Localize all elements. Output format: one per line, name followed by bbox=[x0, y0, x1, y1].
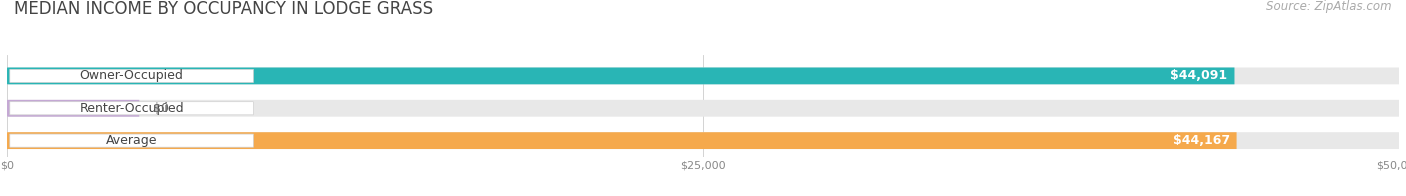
FancyBboxPatch shape bbox=[7, 132, 1237, 149]
FancyBboxPatch shape bbox=[10, 69, 253, 83]
Text: $0: $0 bbox=[153, 102, 169, 115]
FancyBboxPatch shape bbox=[7, 67, 1234, 84]
Text: Source: ZipAtlas.com: Source: ZipAtlas.com bbox=[1267, 0, 1392, 13]
FancyBboxPatch shape bbox=[7, 132, 1399, 149]
FancyBboxPatch shape bbox=[10, 102, 253, 115]
Text: $44,167: $44,167 bbox=[1173, 134, 1230, 147]
FancyBboxPatch shape bbox=[10, 134, 253, 147]
FancyBboxPatch shape bbox=[7, 100, 1399, 117]
Text: MEDIAN INCOME BY OCCUPANCY IN LODGE GRASS: MEDIAN INCOME BY OCCUPANCY IN LODGE GRAS… bbox=[14, 0, 433, 18]
Text: $44,091: $44,091 bbox=[1170, 69, 1227, 82]
Text: Average: Average bbox=[105, 134, 157, 147]
Text: Owner-Occupied: Owner-Occupied bbox=[80, 69, 184, 82]
FancyBboxPatch shape bbox=[7, 100, 139, 117]
Text: Renter-Occupied: Renter-Occupied bbox=[79, 102, 184, 115]
FancyBboxPatch shape bbox=[7, 67, 1399, 84]
